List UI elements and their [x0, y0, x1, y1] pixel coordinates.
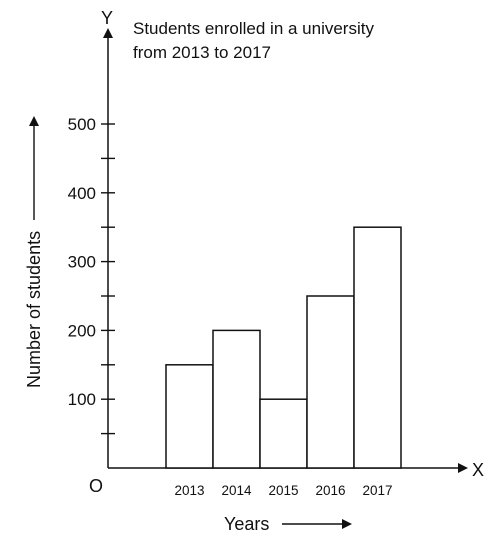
y-tick-label: 500	[68, 115, 96, 134]
y-tick-label: 200	[68, 321, 96, 340]
bar-2013	[165, 364, 214, 469]
y-axis-label: Number of students	[24, 231, 44, 388]
y-tick-label: 300	[68, 253, 96, 272]
y-axis-label-group: Number of students	[24, 116, 44, 388]
bar-2015	[259, 398, 308, 469]
x-axis-letter: X	[472, 460, 484, 480]
bar-2016	[306, 295, 355, 469]
x-tick-label: 2013	[174, 483, 204, 498]
y-ticks: 100 200 300 400 500	[68, 115, 115, 435]
x-tick-label: 2016	[315, 483, 345, 498]
x-tick-labels: 2013 2014 2015 2016 2017	[174, 483, 392, 498]
bar-2014	[212, 329, 261, 469]
origin-label: O	[89, 476, 103, 496]
chart-title-line-1: Students enrolled in a university	[133, 19, 374, 38]
y-tick-label: 400	[68, 184, 96, 203]
bar-2017	[353, 226, 402, 469]
y-axis-letter: Y	[101, 8, 113, 28]
y-tick-label: 100	[68, 390, 96, 409]
chart-title-line-2: from 2013 to 2017	[133, 43, 271, 62]
bars	[165, 226, 402, 469]
x-tick-label: 2014	[221, 483, 252, 498]
x-tick-label: 2017	[362, 483, 392, 498]
x-tick-label: 2015	[268, 483, 298, 498]
x-axis-label: Years	[224, 514, 269, 534]
